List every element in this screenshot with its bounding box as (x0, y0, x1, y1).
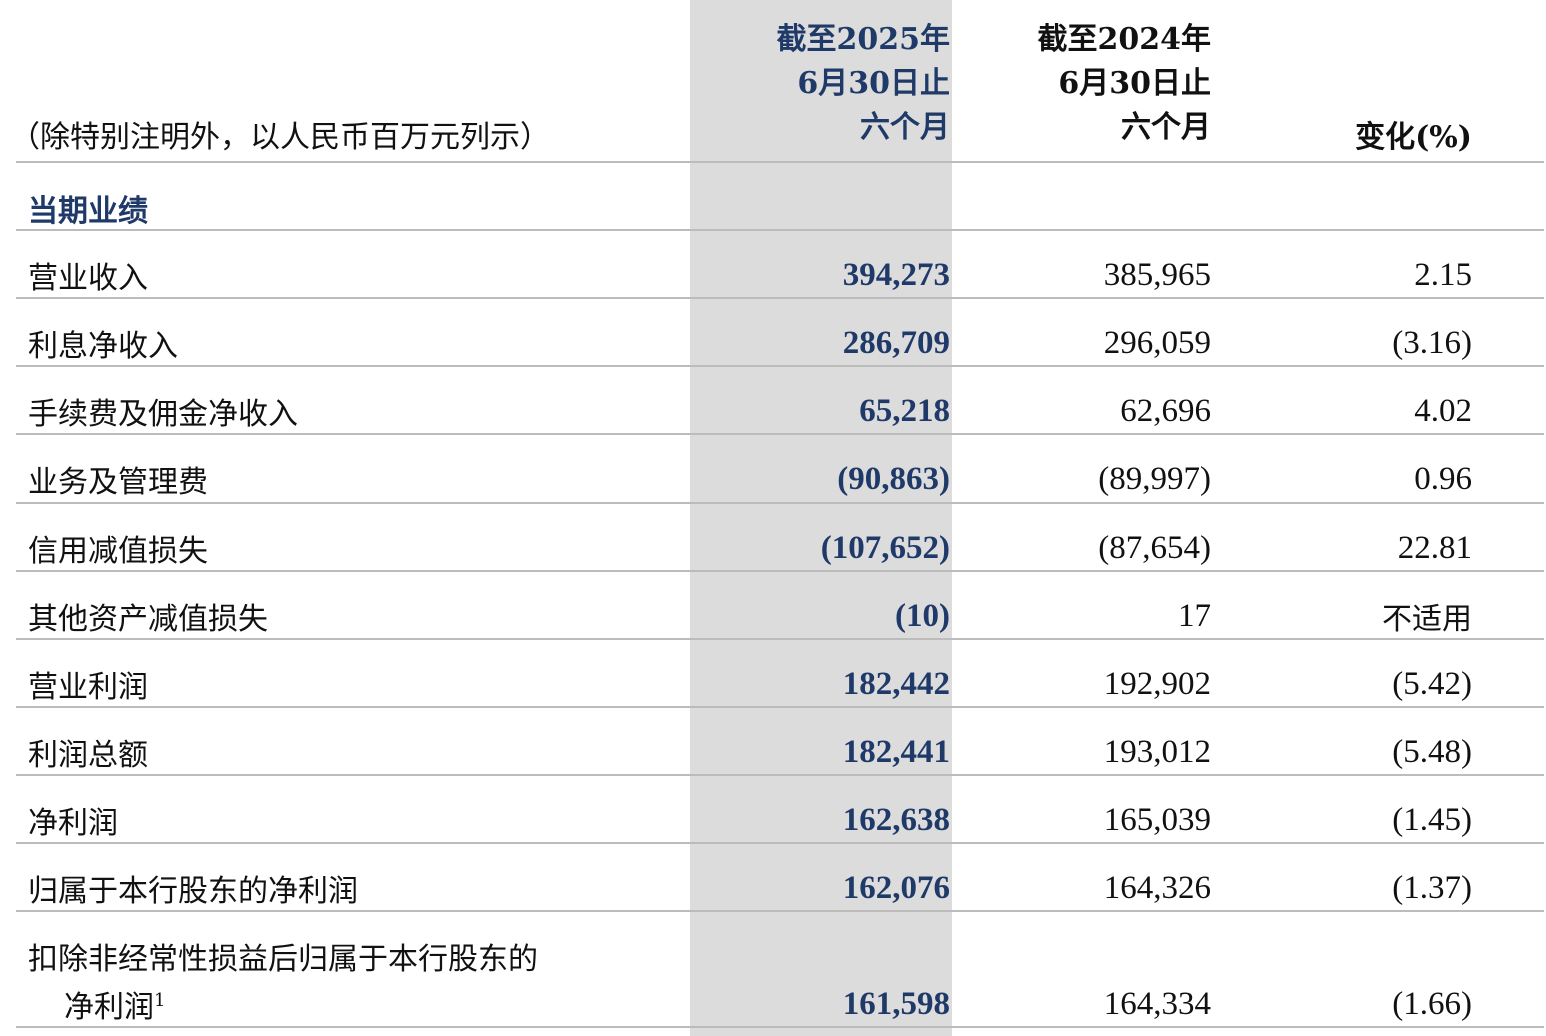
row-label: 业务及管理费 (28, 465, 208, 500)
row-label: 营业利润 (28, 670, 148, 705)
row-label: 利息净收入 (28, 329, 178, 364)
value-2025: 394,273 (842, 257, 950, 293)
table-row: 净利润 162,638 165,039 (1.45) (0, 776, 1546, 844)
column-header-2024-line3: 六个月 (1121, 110, 1211, 145)
table-row: 业务及管理费 (90,863) (89,997) 0.96 (0, 435, 1546, 503)
section-title: 当期业绩 (28, 194, 148, 229)
row-label: 营业收入 (28, 261, 148, 296)
value-change: 2.15 (1414, 257, 1472, 293)
row-label-line2: 净利润1 (64, 982, 165, 1026)
current-period-column-shading (690, 0, 952, 1036)
column-header-2025-line3: 六个月 (860, 110, 950, 145)
row-divider (16, 910, 1544, 912)
row-label-text: 净利润 (64, 990, 154, 1025)
value-2025: 161,598 (842, 986, 950, 1022)
row-label: 信用减值损失 (28, 534, 208, 569)
row-label: 手续费及佣金净收入 (28, 397, 298, 432)
value-2024: 385,965 (1103, 257, 1211, 293)
row-divider (16, 1026, 1544, 1028)
value-2024: (87,654) (1098, 530, 1211, 566)
value-change: (1.37) (1392, 870, 1472, 906)
value-2024: 17 (1178, 598, 1211, 634)
row-divider (16, 229, 1544, 231)
table-row: 营业利润 182,442 192,902 (5.42) (0, 640, 1546, 708)
value-2024: 62,696 (1120, 393, 1211, 429)
table-row: 利润总额 182,441 193,012 (5.48) (0, 708, 1546, 776)
value-2024: 193,012 (1103, 734, 1211, 770)
value-2024: 296,059 (1103, 325, 1211, 361)
value-2025: 162,638 (842, 802, 950, 838)
value-change: (1.66) (1392, 986, 1472, 1022)
value-change: 不适用 (1382, 602, 1472, 637)
table-row: 其他资产减值损失 (10) 17 不适用 (0, 572, 1546, 640)
column-header-2025-line1: 截至2025年 (776, 22, 951, 57)
row-divider (16, 365, 1544, 367)
column-header-2024-line1: 截至2024年 (1037, 22, 1212, 57)
value-2025: (107,652) (820, 530, 950, 566)
column-header-2024: 截至2024年 6月30日止 六个月 (1038, 18, 1212, 150)
row-label: 利润总额 (28, 738, 148, 773)
row-divider (16, 502, 1544, 504)
table-row: 营业收入 394,273 385,965 2.15 (0, 231, 1546, 299)
value-2024: 165,039 (1103, 802, 1211, 838)
value-change: 0.96 (1414, 461, 1472, 497)
row-divider (16, 706, 1544, 708)
row-label-line1: 扣除非经常性损益后归属于本行股东的 (28, 942, 538, 977)
value-change: (3.16) (1392, 325, 1472, 361)
table-row: 归属于本行股东的净利润 162,076 164,326 (1.37) (0, 844, 1546, 912)
value-change: 22.81 (1397, 530, 1472, 566)
value-2024: 192,902 (1103, 666, 1211, 702)
footnote-marker: 1 (154, 990, 166, 1011)
value-change: (5.42) (1392, 666, 1472, 702)
header-divider (16, 161, 1544, 163)
unit-note: （除特别注明外，以人民币百万元列示） (10, 120, 550, 155)
value-2024: 164,334 (1103, 986, 1211, 1022)
row-divider (16, 842, 1544, 844)
value-change: (5.48) (1392, 734, 1472, 770)
row-label: 归属于本行股东的净利润 (28, 874, 358, 909)
table-row: 利息净收入 286,709 296,059 (3.16) (0, 299, 1546, 367)
row-divider (16, 774, 1544, 776)
value-2025: (10) (895, 598, 950, 634)
row-divider (16, 297, 1544, 299)
table-row: 信用减值损失 (107,652) (87,654) 22.81 (0, 504, 1546, 572)
column-header-2025: 截至2025年 6月30日止 六个月 (777, 18, 951, 150)
value-change: 4.02 (1414, 393, 1472, 429)
column-header-change-label: 变化(%) (1355, 120, 1472, 155)
value-2025: 65,218 (859, 393, 950, 429)
value-2025: 162,076 (842, 870, 950, 906)
row-divider (16, 433, 1544, 435)
value-2025: 286,709 (842, 325, 950, 361)
value-2025: 182,442 (842, 666, 950, 702)
value-2025: (90,863) (837, 461, 950, 497)
table-row: 手续费及佣金净收入 65,218 62,696 4.02 (0, 367, 1546, 435)
column-header-change: 变化(%) (1355, 116, 1472, 160)
row-divider (16, 638, 1544, 640)
column-header-2024-line2: 6月30日止 (1058, 66, 1211, 101)
row-label: 净利润 (28, 806, 118, 841)
row-divider (16, 570, 1544, 572)
row-label: 其他资产减值损失 (28, 602, 268, 637)
value-2024: 164,326 (1103, 870, 1211, 906)
value-change: (1.45) (1392, 802, 1472, 838)
column-header-2025-line2: 6月30日止 (797, 66, 950, 101)
value-2025: 182,441 (842, 734, 950, 770)
value-2024: (89,997) (1098, 461, 1211, 497)
table-row: 扣除非经常性损益后归属于本行股东的 净利润1 161,598 164,334 (… (0, 912, 1546, 1028)
